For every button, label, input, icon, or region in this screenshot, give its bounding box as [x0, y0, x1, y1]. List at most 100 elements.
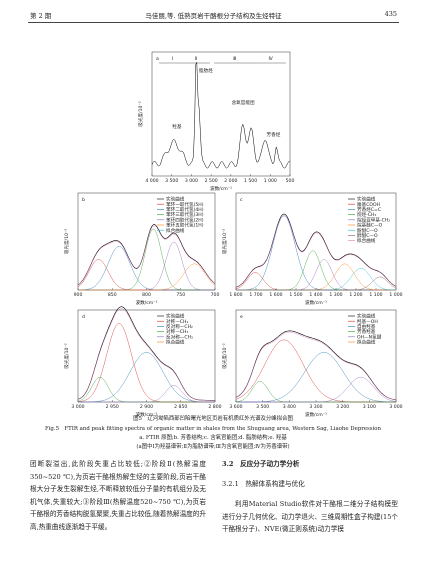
legend-entry: 烷基醚C—O: [357, 222, 383, 229]
legend-entry: 实验曲线: [357, 196, 376, 203]
spectrum-curve: [151, 62, 291, 169]
legend-entry: 拟合曲线: [357, 237, 376, 244]
x-tick-label: 2 000: [224, 178, 237, 184]
x-tick-label: 1 400: [309, 292, 322, 298]
body-left: 团断裂溢出,此阶段失重占比较低;②阶段Ⅱ(热解温度350~520 ℃),为页岩干…: [30, 460, 206, 531]
caption-sub: a. FTIR 原图;b. 芳香结构;c. 含氧官能团;d. 脂肪结构;e. 羟…: [139, 433, 287, 441]
legend-entry: 羧基COOH: [357, 201, 380, 208]
x-axis-label: 波数/cm⁻¹: [305, 411, 327, 418]
legend-entry: 苯环五取代氢(1H): [166, 222, 204, 229]
x-tick-label: 800: [142, 292, 151, 298]
x-tick-label: 3 500: [256, 404, 269, 410]
annotation: 芳香烃: [267, 131, 281, 138]
legend-entry: 自由羟基: [357, 323, 376, 330]
x-tick-label: 1 800: [229, 292, 242, 298]
legend-entry: 拟合曲线: [357, 339, 376, 346]
spectrum-curve: [235, 381, 396, 403]
section-heading: 3.2 反应分子动力学分析: [222, 460, 300, 468]
spectrum-curve: [236, 263, 396, 291]
x-tick-label: 2 800: [208, 404, 221, 410]
x-tick-label: 1 500: [289, 292, 302, 298]
x-tick-label: 1 300: [329, 292, 342, 298]
spectrum-curve: [235, 213, 397, 288]
legend-entry: 烷烃-CH₃: [357, 211, 377, 218]
page-number: 435: [384, 10, 397, 18]
x-tick-label: 2 850: [174, 404, 187, 410]
panel-label: c: [240, 198, 243, 203]
spectrum-curve: [77, 225, 216, 286]
spectrum-curve: [236, 259, 396, 291]
legend-entry: 反对称—CH₂: [166, 323, 193, 330]
spectrum-curve: [236, 352, 397, 403]
panel-label: e: [240, 315, 243, 320]
x-tick-label: 2 950: [106, 404, 119, 410]
x-tick-label: 1 000: [389, 292, 402, 298]
x-tick-label: 2 500: [205, 178, 218, 184]
x-tick-label: 3 000: [71, 404, 84, 410]
legend-entry: 对称—CH₂: [166, 318, 188, 325]
spectrum-curve: [77, 308, 215, 401]
x-tick-label: 3 300: [309, 404, 322, 410]
annotation: 含氧官能团: [232, 99, 255, 106]
caption-note: (a图中Ⅰ为羟基谱带;Ⅱ为脂肪谱带;Ⅲ为含氧官能团;Ⅳ为芳香谱带): [136, 442, 289, 450]
legend-entry: 醇醚C—O: [357, 232, 378, 239]
x-tick-label: 1 500: [244, 178, 257, 184]
x-tick-label: 3 000: [389, 404, 402, 410]
x-tick-label: 1 200: [349, 292, 362, 298]
legend-entry: 苯环四取代氢(2H): [166, 216, 204, 223]
plot-frame: [151, 51, 291, 177]
y-axis-label: 吸光度/10⁻²: [63, 229, 70, 255]
x-axis-label: 波数/cm⁻¹: [135, 411, 157, 418]
legend-entry: 烷烃亚甲基-CH₂: [357, 216, 390, 223]
x-tick-label: 3 400: [283, 404, 296, 410]
annotation: Ⅰ: [172, 56, 173, 62]
x-tick-label: 500: [286, 178, 295, 184]
legend-entry: 苯环一取代氢(5H): [166, 201, 204, 208]
x-tick-label: 700: [211, 292, 220, 298]
y-axis-label: 吸光度/10⁻²: [221, 343, 228, 369]
spectrum-curve: [235, 332, 397, 400]
x-axis-label: 波数/cm⁻¹: [135, 299, 157, 306]
legend-entry: 实验曲线: [166, 196, 185, 203]
spectrum-curve: [78, 385, 215, 403]
body-right: 利用Material Studio软件对干酪根二维分子结构模型进行分子几何优化、…: [222, 500, 398, 534]
legend-entry: 对称—CH₃: [166, 328, 188, 335]
x-axis-label: 波数/cm⁻¹: [210, 185, 232, 192]
legend-entry: 拟合曲线: [166, 339, 185, 346]
legend-entry: 拟合曲线: [166, 227, 185, 234]
y-axis-label: 吸光度/10⁻²: [137, 101, 144, 127]
x-tick-label: 3 000: [185, 178, 198, 184]
legend-entry: 实验曲线: [357, 313, 376, 320]
spectrum-curve: [235, 272, 396, 291]
x-tick-label: 3 600: [229, 404, 242, 410]
spectrum-curve: [78, 241, 215, 291]
x-tick-label: 850: [108, 292, 117, 298]
x-tick-label: 4 000: [145, 178, 158, 184]
spectrum-curve: [77, 323, 215, 403]
spectrum-curve: [77, 246, 215, 291]
panel-label: b: [82, 197, 85, 203]
legend-entry: 羟基—OH: [357, 318, 378, 325]
spectrum-curve: [235, 215, 397, 288]
legend-entry: 苯环三取代氢(3H): [166, 211, 204, 218]
legend-entry: 芳香烃C=C: [357, 206, 381, 213]
spectrum-curve: [236, 377, 397, 403]
spectrum-curve: [236, 250, 396, 291]
spectrum-curve: [235, 339, 396, 403]
y-axis-label: 吸光度/10⁻²: [221, 229, 228, 255]
legend-entry: 实验曲线: [166, 313, 185, 320]
annotation: Ⅳ: [269, 56, 274, 62]
x-tick-label: 2 900: [140, 404, 153, 410]
issue: 第 2 期: [30, 12, 52, 20]
annotation: Ⅲ: [233, 56, 236, 62]
x-tick-label: 1 700: [249, 292, 262, 298]
x-tick-label: 1 000: [264, 178, 277, 184]
spectrum-curve: [235, 330, 397, 400]
x-tick-label: 3 100: [363, 404, 376, 410]
subsection-heading: 3.2.1 热解体系构建与优化: [222, 480, 305, 488]
legend-entry: 芳香羟基: [357, 328, 376, 335]
x-tick-label: 900: [74, 292, 83, 298]
panel-label: d: [82, 314, 85, 320]
